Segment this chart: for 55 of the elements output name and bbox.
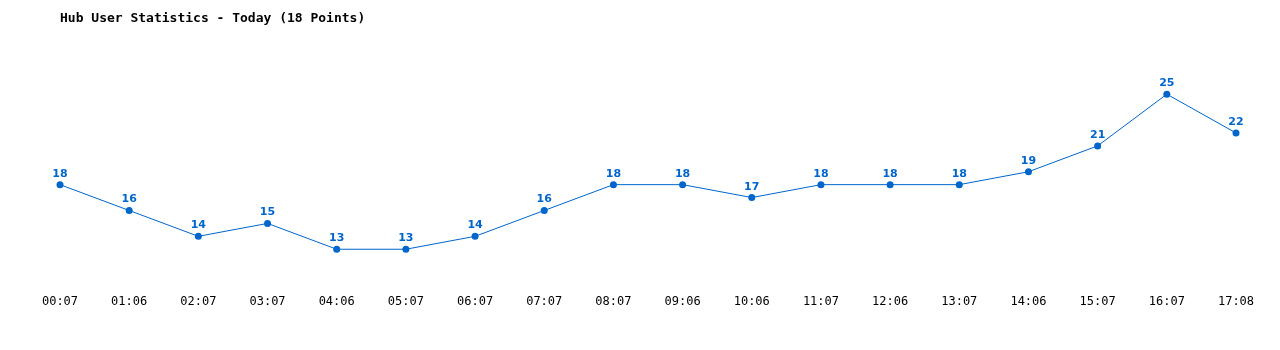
data-label: 13 bbox=[329, 231, 345, 245]
data-label: 21 bbox=[1089, 127, 1106, 141]
point bbox=[955, 181, 963, 189]
point bbox=[609, 181, 617, 189]
x-tick-label: 12:06 bbox=[872, 293, 909, 308]
x-tick-label: 13:07 bbox=[941, 293, 978, 308]
chart-title: Hub User Statistics - Today (18 Points) bbox=[60, 10, 366, 25]
point bbox=[679, 181, 687, 189]
point bbox=[264, 219, 272, 227]
data-label: 19 bbox=[1020, 153, 1037, 167]
data-label: 18 bbox=[813, 166, 829, 180]
point bbox=[1024, 168, 1032, 176]
data-label: 22 bbox=[1228, 114, 1244, 128]
x-tick-label: 09:06 bbox=[664, 293, 701, 308]
point bbox=[125, 206, 133, 214]
point bbox=[748, 194, 756, 202]
x-tick-label: 00:07 bbox=[41, 293, 79, 308]
data-label: 14 bbox=[190, 218, 207, 232]
x-tick-label: 08:07 bbox=[595, 293, 632, 308]
x-tick-label: 04:06 bbox=[318, 293, 355, 308]
point bbox=[194, 232, 202, 240]
data-label: 16 bbox=[121, 192, 138, 206]
point bbox=[1163, 90, 1171, 98]
data-label: 13 bbox=[398, 231, 414, 245]
point bbox=[817, 181, 825, 189]
data-label: 18 bbox=[674, 166, 691, 180]
data-label: 14 bbox=[467, 218, 484, 232]
x-tick-label: 10:06 bbox=[733, 293, 770, 308]
point bbox=[402, 245, 410, 253]
x-tick-label: 14:06 bbox=[1010, 293, 1047, 308]
x-tick-label: 16:07 bbox=[1148, 293, 1185, 308]
point bbox=[56, 181, 64, 189]
x-tick-label: 06:07 bbox=[457, 293, 494, 308]
data-label: 18 bbox=[951, 166, 967, 180]
x-tick-label: 05:07 bbox=[387, 293, 424, 308]
x-tick-label: 11:07 bbox=[802, 293, 839, 308]
data-label: 15 bbox=[259, 205, 276, 219]
x-tick-label: 07:07 bbox=[526, 293, 563, 308]
point bbox=[540, 206, 548, 214]
data-label: 18 bbox=[882, 166, 898, 180]
data-label: 18 bbox=[52, 166, 68, 180]
point bbox=[1232, 129, 1240, 137]
x-tick-label: 15:07 bbox=[1079, 293, 1116, 308]
point bbox=[333, 245, 341, 253]
point bbox=[471, 232, 479, 240]
x-tick-label: 03:07 bbox=[249, 293, 286, 308]
point bbox=[1094, 142, 1102, 150]
data-label: 18 bbox=[605, 166, 622, 180]
data-label: 25 bbox=[1159, 76, 1175, 90]
point bbox=[886, 181, 894, 189]
x-tick-label: 02:07 bbox=[180, 293, 217, 308]
x-tick-label: 01:06 bbox=[111, 293, 148, 308]
data-label: 16 bbox=[536, 192, 553, 206]
data-label: 17 bbox=[744, 179, 760, 193]
x-tick-label: 17:08 bbox=[1217, 293, 1255, 308]
